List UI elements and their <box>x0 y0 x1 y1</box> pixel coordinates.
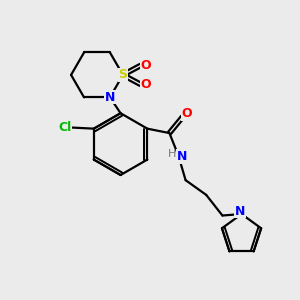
Text: S: S <box>118 68 127 81</box>
Text: N: N <box>177 150 187 163</box>
Text: N: N <box>235 205 245 218</box>
Text: O: O <box>141 78 151 91</box>
Text: O: O <box>141 59 151 72</box>
Text: O: O <box>182 107 192 120</box>
Text: H: H <box>168 149 176 159</box>
Text: N: N <box>105 91 115 104</box>
Text: Cl: Cl <box>58 121 72 134</box>
